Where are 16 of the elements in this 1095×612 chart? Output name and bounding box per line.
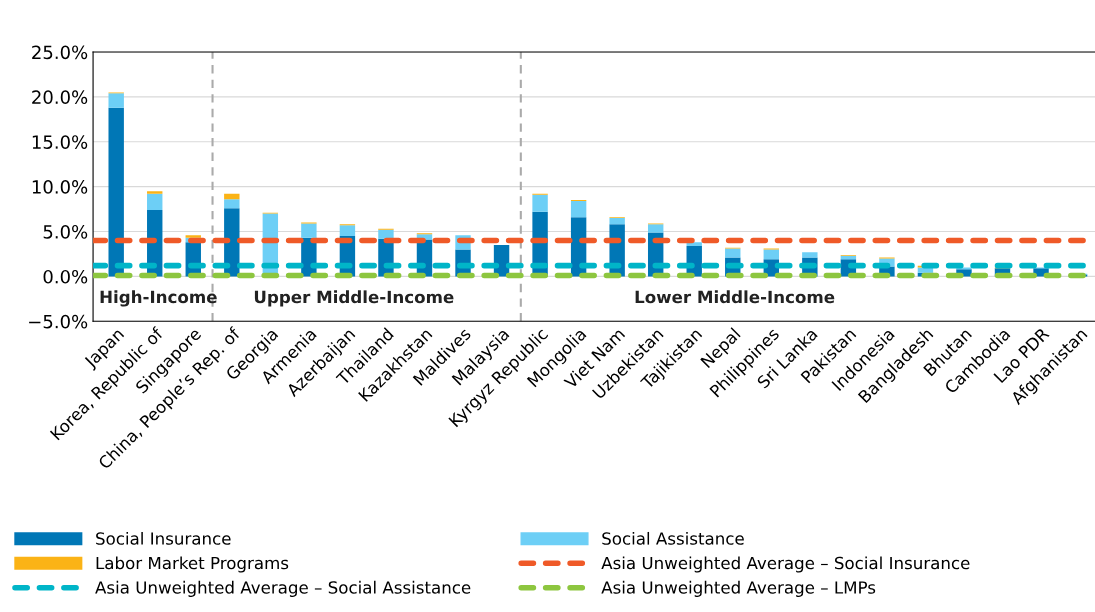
- y-tick-label: 20.0%: [32, 90, 88, 105]
- y-tick-label: 5.0%: [43, 225, 88, 239]
- legend-label: Labor Market Programs: [96, 556, 289, 573]
- annotation: Upper Middle-Income: [254, 290, 454, 307]
- legend-label: Asia Unweighted Average – LMPs: [601, 580, 876, 597]
- y-tick-label: 10.0%: [32, 180, 88, 194]
- legend-label: Social Assistance: [602, 531, 744, 545]
- y-tick-label: 25.0%: [32, 45, 88, 60]
- annotation: Lower Middle-Income: [635, 290, 835, 304]
- annotation: High-Income: [100, 290, 217, 307]
- legend-label: Social Insurance: [96, 531, 231, 545]
- y-tick-label: 15.0%: [32, 135, 88, 149]
- legend-label: Asia Unweighted Average – Social Insurance: [601, 556, 970, 573]
- y-tick-label: −5.0%: [29, 314, 88, 329]
- y-tick-label: 0.0%: [43, 269, 88, 284]
- legend-label: Asia Unweighted Average – Social Assistance: [95, 580, 471, 597]
